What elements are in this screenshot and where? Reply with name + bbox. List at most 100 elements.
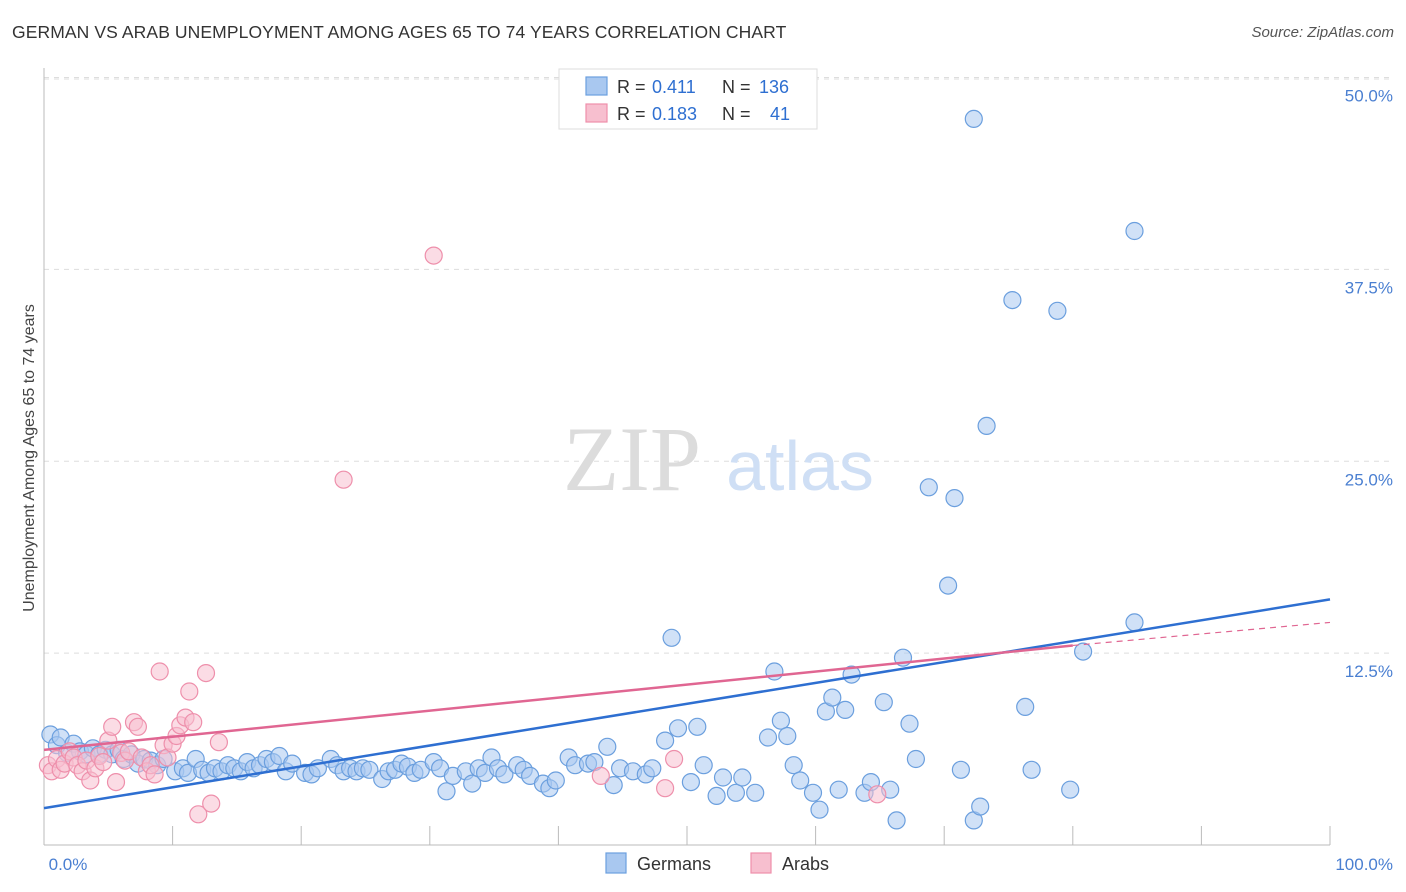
arab-point: [106, 772, 126, 792]
german-point: [1048, 301, 1067, 320]
y-tick-label: 37.5%: [1345, 278, 1393, 297]
german-point: [688, 717, 707, 736]
german-trendline: [43, 598, 1331, 810]
german-point: [758, 728, 778, 747]
german-point: [437, 782, 456, 801]
german-point: [938, 576, 958, 595]
german-point: [778, 726, 797, 746]
german-point: [643, 759, 662, 778]
german-point: [681, 772, 701, 792]
arab-point: [189, 805, 208, 824]
y-axis-label: Unemployment Among Ages 65 to 74 years: [21, 304, 38, 612]
legend-swatch-german: [585, 76, 608, 96]
y-tick-label: 12.5%: [1345, 662, 1393, 681]
german-point: [495, 765, 514, 784]
correlation-legend: R = 0.411 N = 136 R = 0.183 N = 41: [558, 68, 818, 130]
legend-r-label: R =: [617, 104, 646, 124]
arab-point: [209, 733, 228, 752]
arab-point: [103, 717, 122, 736]
legend-n-value: 41: [770, 104, 790, 124]
german-point: [771, 711, 791, 730]
x-tick-label: 0.0%: [49, 855, 88, 874]
legend-n-label: N =: [722, 104, 751, 124]
bottom-legend-swatch-german: [605, 852, 627, 874]
german-point: [662, 628, 681, 647]
german-point: [874, 693, 893, 712]
watermark-atlas: atlas: [726, 427, 874, 505]
arab-point: [180, 682, 199, 701]
legend-n-value: 136: [759, 77, 789, 97]
legend-row-arab: R = 0.183 N = 41: [585, 103, 790, 124]
data-points: [38, 109, 1144, 830]
german-point: [1125, 613, 1144, 632]
german-point: [900, 714, 919, 733]
trendlines: [43, 598, 1331, 810]
german-point: [951, 760, 971, 779]
german-point: [1073, 642, 1093, 661]
x-tick-label: 100.0%: [1335, 855, 1393, 874]
german-point: [971, 797, 990, 816]
bottom-legend-swatch-arab: [750, 852, 772, 874]
arab-point: [424, 246, 443, 265]
arab-point: [145, 765, 164, 784]
german-point: [1016, 697, 1035, 717]
arab-point: [184, 713, 203, 732]
grid-lines: [44, 77, 1394, 654]
arab-point: [128, 717, 147, 736]
legend-n-label: N =: [722, 77, 751, 97]
arab-point: [150, 662, 169, 681]
legend-r-value: 0.183: [652, 104, 697, 124]
german-point: [746, 783, 765, 802]
german-point: [829, 780, 848, 799]
german-point: [919, 478, 938, 497]
bottom-legend-label-arab: Arabs: [782, 854, 829, 874]
bottom-legend-label-german: Germans: [637, 854, 711, 874]
german-point: [655, 731, 675, 750]
german-point: [887, 811, 906, 830]
german-point: [906, 749, 926, 769]
legend-row-german: R = 0.411 N = 136: [585, 76, 789, 97]
german-point: [784, 756, 803, 775]
arab-point: [664, 749, 684, 769]
legend-r-value: 0.411: [652, 77, 696, 97]
german-point: [964, 109, 983, 129]
german-point: [668, 719, 688, 738]
german-point: [726, 783, 746, 802]
german-point: [810, 800, 829, 819]
german-point: [977, 416, 996, 435]
series-legend: Germans Arabs: [605, 852, 829, 874]
tick-labels: 12.5% 25.0% 37.5% 50.0% 0.0% 100.0%: [49, 87, 1393, 875]
german-point: [546, 771, 565, 790]
axes: [43, 68, 1331, 846]
arab-point: [591, 766, 610, 786]
german-point: [823, 688, 842, 707]
legend-swatch-arab: [585, 103, 608, 123]
german-point: [836, 700, 855, 720]
german-point: [945, 489, 964, 508]
german-point: [713, 768, 733, 787]
german-point: [1022, 760, 1041, 779]
german-point: [803, 783, 823, 802]
german-point: [694, 756, 713, 775]
watermark-zip: ZIP: [563, 408, 701, 510]
german-point: [791, 771, 810, 790]
chart-title: GERMAN VS ARAB UNEMPLOYMENT AMONG AGES 6…: [12, 22, 787, 42]
german-point: [598, 737, 617, 756]
y-tick-label: 50.0%: [1345, 87, 1393, 106]
arab-point: [334, 470, 353, 489]
arab-trendline: [43, 644, 1073, 752]
arab-point: [94, 752, 113, 772]
watermark: ZIP atlas: [563, 408, 874, 510]
german-point: [707, 786, 726, 806]
source-label: Source: ZipAtlas.com: [1251, 24, 1394, 41]
arab-point: [196, 663, 216, 683]
german-point: [1061, 780, 1080, 799]
arab-point: [868, 785, 887, 804]
german-point: [1125, 221, 1144, 241]
german-point: [733, 768, 752, 787]
arab-point: [655, 779, 675, 798]
legend-r-label: R =: [617, 77, 646, 97]
y-tick-label: 25.0%: [1345, 470, 1393, 489]
german-point: [1003, 291, 1022, 310]
